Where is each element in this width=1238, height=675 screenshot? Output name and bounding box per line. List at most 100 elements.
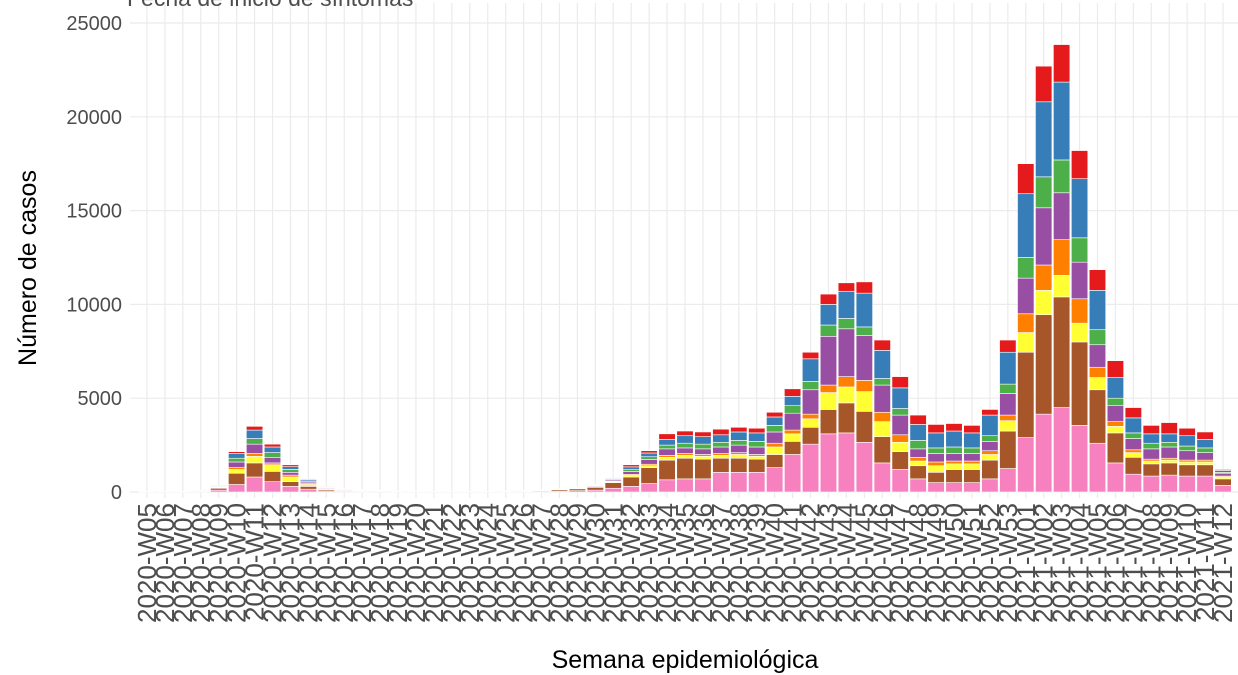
bar-segment	[927, 432, 945, 449]
x-tick-label: 2020-W53	[993, 503, 1023, 623]
bar-segment	[263, 443, 282, 448]
x-tick-label: 2020-W10	[222, 503, 252, 623]
bar-segment	[873, 462, 891, 493]
bar-segment	[855, 441, 873, 493]
bar-segment	[784, 388, 802, 397]
bar-segment	[891, 441, 909, 452]
bar-segment	[1124, 449, 1142, 453]
bar-segment	[963, 482, 981, 493]
bar-segment	[228, 469, 246, 474]
bar-segment	[712, 457, 730, 473]
bar-segment	[837, 402, 855, 434]
bar-segment	[801, 381, 820, 391]
bar-segment	[246, 476, 264, 493]
x-tick-label: 2020-W43	[813, 503, 843, 623]
bar-segment	[246, 443, 264, 454]
bar-segment	[281, 464, 299, 467]
bar-segment	[1017, 332, 1035, 353]
x-tick-label: 2020-W33	[634, 503, 664, 623]
bar-segment	[909, 448, 927, 458]
bar-segment	[676, 430, 694, 437]
bar-segment	[712, 472, 730, 493]
x-tick-label: 2020-W11	[240, 503, 270, 621]
bar-segment	[801, 389, 820, 415]
bar-segment	[801, 418, 820, 428]
bar-segment	[281, 476, 299, 482]
bar-segment	[927, 424, 945, 434]
bar-segment	[945, 423, 963, 432]
bar-segment	[801, 413, 820, 420]
bar-segment	[837, 318, 855, 330]
bar-segment	[1053, 192, 1071, 240]
bar-segment	[1106, 462, 1124, 493]
bar-segment	[694, 443, 712, 450]
bar-segment	[819, 384, 838, 393]
bar-segment	[855, 281, 873, 294]
x-tick-label: 2020-W23	[455, 503, 485, 623]
x-tick-label: 2021-W03	[1047, 503, 1077, 623]
bar-segment	[658, 439, 676, 446]
bar-segment	[1017, 351, 1035, 438]
x-tick-label: 2021-W07	[1118, 503, 1148, 623]
x-tick-label: 2020-W13	[275, 503, 305, 623]
bar-segment	[784, 412, 802, 431]
bar-segment	[873, 421, 891, 437]
bar-segment	[1196, 447, 1214, 453]
bar-segment	[640, 467, 658, 484]
x-tick-label: 2020-W49	[921, 503, 951, 623]
bar-segment	[819, 433, 838, 493]
bar-segment	[640, 456, 658, 460]
bar-segment	[676, 442, 694, 449]
bar-segment	[1035, 207, 1053, 266]
bar-segment	[981, 450, 999, 455]
bar-segment	[784, 454, 802, 493]
bar-segment	[1035, 290, 1053, 316]
x-tick-label: 2020-W45	[849, 503, 879, 623]
bar-segment	[981, 414, 999, 437]
bar-segment	[622, 476, 640, 487]
bar-segment	[1106, 405, 1124, 422]
bar-segment	[263, 464, 282, 472]
bar-segment	[263, 446, 282, 453]
bar-segment	[246, 429, 264, 439]
bar-segment	[1106, 377, 1124, 399]
x-tick-label: 2020-W18	[365, 503, 395, 623]
bar-segment	[228, 453, 246, 459]
bar-segment	[228, 484, 246, 493]
bar-segment	[1124, 452, 1142, 458]
bar-segment	[676, 457, 694, 480]
bar-segment	[999, 339, 1017, 353]
bar-segment	[1088, 366, 1107, 378]
bar-segment	[837, 282, 855, 292]
bar-segment	[640, 459, 658, 465]
bar-segment	[963, 460, 981, 465]
bar-segment	[855, 391, 873, 412]
bar-segment	[999, 351, 1017, 385]
bar-segment	[819, 392, 838, 410]
x-tick-label: 2020-W34	[652, 503, 682, 623]
bar-segment	[263, 452, 282, 458]
bar-segment	[766, 467, 784, 493]
x-tick-label: 2021-W02	[1029, 503, 1059, 623]
bar-segment	[891, 376, 909, 389]
bar-segment	[281, 466, 299, 470]
bar-segment	[1017, 437, 1035, 493]
bar-segment	[837, 432, 855, 493]
bar-segment	[658, 433, 676, 440]
bar-segment	[891, 434, 909, 443]
x-tick-label: 2020-W51	[957, 503, 987, 623]
x-tick-label: 2020-W22	[437, 503, 467, 623]
bar-segment	[299, 478, 317, 480]
bar-segment	[748, 427, 766, 434]
bar-segment	[855, 335, 873, 381]
x-tick-label: 2020-W44	[831, 503, 861, 623]
bar-segment	[891, 451, 909, 470]
bar-segment	[784, 441, 802, 455]
x-tick-label: 2020-W39	[742, 503, 772, 623]
bar-segment	[945, 446, 963, 454]
bar-segment	[1160, 462, 1178, 476]
bar-segment	[263, 456, 282, 464]
bar-segment	[1053, 275, 1071, 298]
x-axis-label: Semana epidemiológica	[552, 646, 819, 674]
x-tick-label: 2020-W21	[419, 503, 449, 623]
